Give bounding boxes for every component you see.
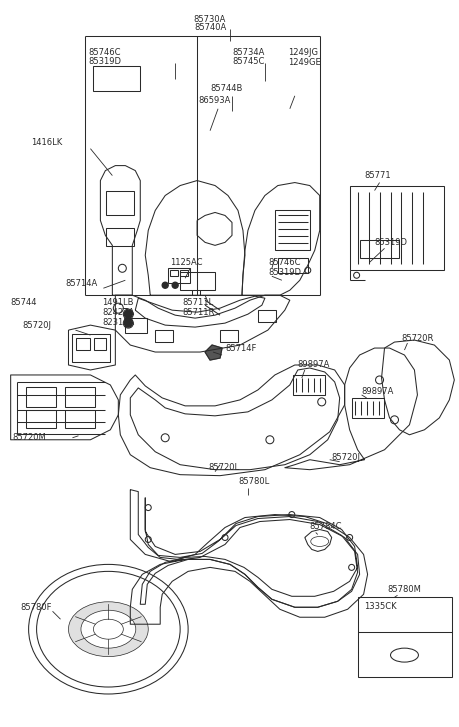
Circle shape — [172, 282, 178, 288]
Text: 86593A: 86593A — [198, 96, 230, 105]
Text: 1249JG: 1249JG — [287, 49, 317, 57]
Bar — [180, 273, 214, 290]
Text: 85744B: 85744B — [210, 84, 242, 93]
Text: 85746C: 85746C — [88, 49, 121, 57]
Text: 85780F: 85780F — [21, 603, 52, 611]
Bar — [292, 375, 324, 395]
Bar — [125, 318, 147, 333]
Text: 1416LK: 1416LK — [31, 138, 62, 147]
Ellipse shape — [68, 602, 148, 656]
Text: 85714A: 85714A — [65, 278, 97, 288]
Text: 1491LB: 1491LB — [102, 297, 134, 307]
Bar — [359, 241, 398, 258]
Bar — [170, 270, 178, 276]
Text: 85319D: 85319D — [88, 57, 121, 66]
Bar — [93, 66, 140, 91]
Bar — [26, 410, 56, 427]
Text: 85319D: 85319D — [374, 238, 407, 247]
Bar — [65, 387, 95, 407]
Text: 89897A: 89897A — [297, 361, 330, 369]
Bar — [26, 387, 56, 407]
Text: 85714F: 85714F — [224, 344, 256, 353]
Text: 85744: 85744 — [11, 297, 37, 307]
Text: 85746C: 85746C — [267, 258, 300, 267]
Bar — [219, 330, 237, 342]
Text: 1125AC: 1125AC — [170, 258, 202, 267]
Bar — [257, 310, 275, 322]
Text: 85711R: 85711R — [182, 308, 214, 317]
Text: 85720J: 85720J — [22, 321, 51, 329]
Bar — [274, 210, 309, 250]
Text: 85780L: 85780L — [237, 477, 269, 486]
Bar — [155, 330, 173, 342]
Bar — [106, 228, 134, 246]
Circle shape — [124, 319, 132, 327]
Text: 85784C: 85784C — [309, 522, 341, 531]
Circle shape — [162, 282, 168, 288]
Bar — [349, 185, 443, 270]
Text: 85720R: 85720R — [401, 334, 433, 342]
Text: 85720L: 85720L — [207, 463, 239, 472]
Text: 85740A: 85740A — [194, 23, 226, 31]
Bar — [73, 334, 110, 362]
Text: 82315A: 82315A — [102, 318, 134, 326]
Bar — [106, 190, 134, 215]
Text: 85745C: 85745C — [231, 57, 264, 66]
Bar — [357, 598, 451, 677]
Text: 85720M: 85720M — [13, 433, 46, 442]
Text: 1249GE: 1249GE — [287, 58, 320, 68]
Text: 85771: 85771 — [364, 171, 390, 180]
Text: 85734A: 85734A — [231, 49, 264, 57]
Bar — [76, 338, 90, 350]
Bar — [65, 410, 95, 427]
Text: 82423A: 82423A — [102, 308, 134, 317]
Bar — [94, 338, 106, 350]
Text: 85711L: 85711L — [182, 297, 213, 307]
Text: 85720J: 85720J — [331, 453, 360, 462]
Polygon shape — [205, 345, 222, 360]
Text: 85730A: 85730A — [193, 15, 226, 23]
Bar — [351, 398, 383, 418]
Text: 85319D: 85319D — [267, 268, 300, 277]
Text: 1335CK: 1335CK — [364, 602, 397, 611]
Bar — [180, 270, 188, 276]
Text: 85780M: 85780M — [386, 585, 420, 594]
Circle shape — [124, 310, 132, 318]
Text: 89897A: 89897A — [361, 387, 393, 396]
Bar — [168, 268, 190, 284]
Bar — [277, 258, 307, 273]
Ellipse shape — [81, 610, 135, 648]
